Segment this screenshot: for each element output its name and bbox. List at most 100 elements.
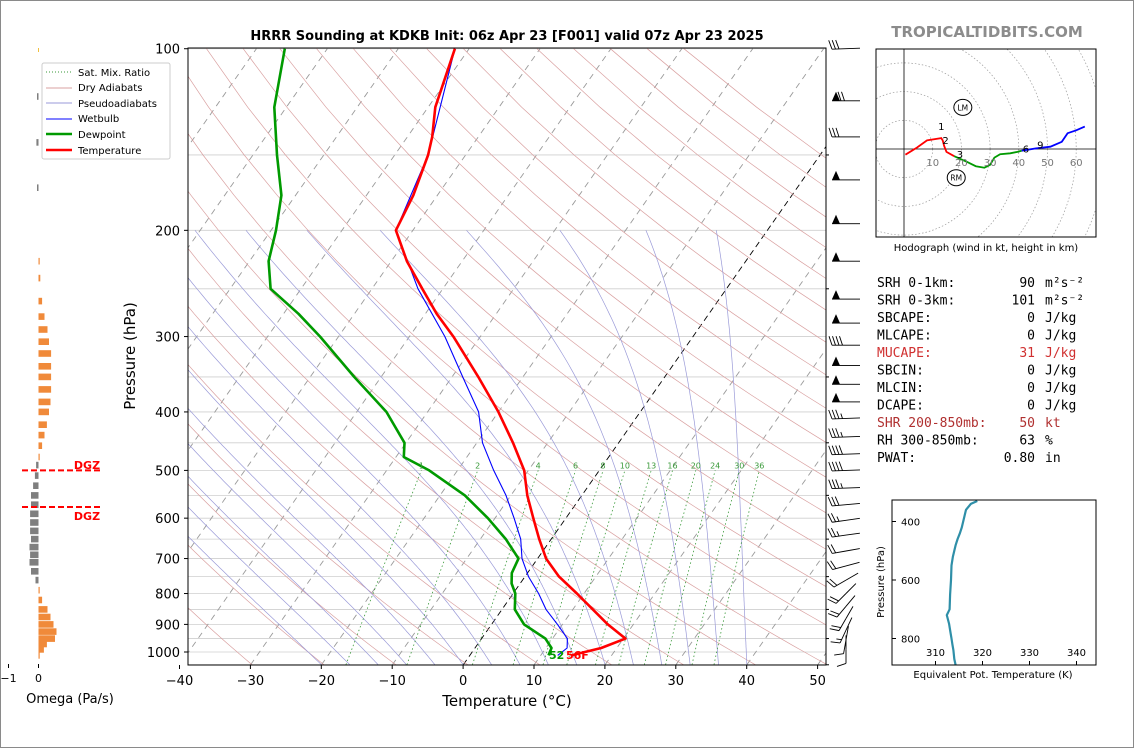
- theta-e-line: [945, 500, 978, 665]
- wind-barb: [827, 583, 857, 604]
- wind-barb-full: [827, 598, 837, 604]
- wind-barb: [828, 336, 860, 346]
- wind-barb-staff: [839, 630, 847, 644]
- wind-barb-staff: [845, 617, 853, 631]
- omega-bar: [38, 646, 44, 653]
- moist-adiabat-line: [188, 277, 521, 665]
- omega-bar: [30, 510, 39, 518]
- theta-e-ptick-label: 400: [901, 518, 920, 529]
- theta-e-ptick-label: 600: [901, 576, 920, 587]
- mixing-ratio-label: 13: [646, 461, 656, 470]
- wind-barb: [828, 445, 861, 456]
- omega-bar: [38, 640, 47, 648]
- wind-barb-full: [835, 39, 840, 50]
- wind-barb-full: [830, 513, 837, 522]
- hodograph-segment: [904, 137, 955, 157]
- wetbulb-profile-line: [395, 48, 568, 656]
- wind-barb-full: [827, 528, 833, 538]
- legend-label-pseudoadiabat: Pseudoadiabats: [78, 99, 157, 110]
- wind-barb: [827, 513, 860, 523]
- stat-label: SRH 0-1km:: [877, 276, 955, 291]
- omega-bar: [38, 313, 45, 320]
- dry-adiabat-line: [426, 48, 826, 376]
- wind-barb: [832, 375, 860, 385]
- stat-label: MUCAPE:: [877, 346, 932, 361]
- dewpoint-profile-line: [267, 48, 553, 656]
- dry-adiabat-line: [242, 48, 826, 550]
- omega-axis-label: Omega (Pa/s): [26, 692, 114, 707]
- wind-barb-full: [841, 91, 845, 101]
- wind-barb-full: [831, 445, 836, 455]
- skewt-series: [267, 48, 627, 657]
- isotherm-line: [188, 48, 470, 452]
- mixing-ratio-line: [472, 470, 539, 665]
- wind-barb-full: [829, 578, 838, 586]
- stat-unit: J/kg: [1045, 364, 1076, 379]
- mixing-ratio-label: 20: [691, 461, 701, 470]
- mixing-ratio-label: 36: [754, 461, 764, 470]
- omega-bar: [38, 613, 51, 621]
- dry-adiabat-line: [188, 75, 826, 626]
- wind-barb: [827, 496, 860, 507]
- theta-e-frame: [891, 499, 1097, 666]
- pressure-tick-label: 200: [155, 224, 180, 239]
- wind-barb-full: [831, 479, 836, 489]
- omega-bar: [38, 408, 49, 416]
- temperature-tick-label: 40: [738, 674, 755, 689]
- isotherm-line: [188, 48, 541, 553]
- mixing-ratio-label: 2: [475, 461, 480, 470]
- omega-bar: [38, 421, 47, 428]
- wind-barb: [828, 595, 856, 618]
- moist-adiabat-line: [645, 230, 719, 665]
- skewt-plot: 1 2 4 6 8 10 13 16 20 24 30 36 −40 −30 −20 −10 0 10 20 30 4…: [121, 39, 861, 710]
- theta-e-axes: 310 320 330 340 400 600 800: [892, 518, 1086, 665]
- wind-barb-half: [836, 638, 842, 641]
- wind-barb-full: [831, 409, 836, 419]
- figure-title: HRRR Sounding at KDKB Init: 06z Apr 23 […: [250, 29, 763, 44]
- wind-barb-staff: [845, 517, 860, 521]
- wind-barb-half: [836, 516, 840, 522]
- temperature-tick-label: −40: [166, 674, 193, 689]
- dry-adiabat-line: [206, 48, 826, 587]
- sounding-stats: SRH 0-1km: 90 m²s⁻² SRH 0-3km: 101 m²s⁻² SBCAP…: [877, 276, 1084, 466]
- stat-value: 90: [1019, 276, 1035, 291]
- hodograph-speed-label: 50: [1041, 158, 1054, 169]
- dry-adiabat-line: [188, 305, 612, 665]
- omega-bar: [30, 527, 39, 535]
- wind-barb-full: [829, 628, 840, 632]
- omega-bar: [38, 373, 52, 381]
- dry-adiabat-line: [316, 48, 826, 478]
- wind-barb-staff: [845, 595, 856, 607]
- mixing-ratio-line: [595, 470, 652, 665]
- wind-barb-full: [828, 336, 833, 346]
- hodograph-speed-label: 60: [1070, 158, 1083, 169]
- moist-adiabat-line: [466, 230, 663, 665]
- wind-barb-full: [831, 496, 836, 506]
- stat-label: SBCAPE:: [877, 311, 932, 326]
- wind-barb: [832, 290, 860, 300]
- storm-motion-marker: [953, 98, 973, 116]
- omega-tick-label: 0: [35, 672, 42, 685]
- wind-barb-full: [832, 336, 836, 346]
- omega-bar: [37, 184, 39, 191]
- theta-e-panel: 310 320 330 340 400 600 800 Equivalent Pot. Te…: [876, 499, 1097, 681]
- wind-barb: [828, 127, 860, 138]
- omega-bar: [31, 501, 39, 508]
- moist-adiabat-line: [306, 230, 606, 665]
- dgz-bottom-label: DGZ: [74, 510, 100, 523]
- omega-bar: [38, 635, 55, 642]
- hodograph-trace: [904, 125, 1086, 169]
- dry-adiabat-line: [389, 48, 826, 409]
- mixing-ratio-label: 4: [536, 461, 541, 470]
- wind-barb-staff: [845, 572, 859, 581]
- wind-barb-half: [840, 413, 843, 419]
- wind-barb-full: [826, 561, 833, 570]
- wind-barb-full: [835, 428, 840, 438]
- omega-bar: [38, 586, 40, 594]
- stat-unit: m²s⁻²: [1045, 276, 1084, 291]
- wind-barb: [828, 39, 861, 50]
- omega-bar: [33, 482, 39, 489]
- wind-barb-staff: [836, 606, 847, 618]
- wind-barb: [827, 527, 860, 538]
- wind-barb-full: [838, 445, 843, 455]
